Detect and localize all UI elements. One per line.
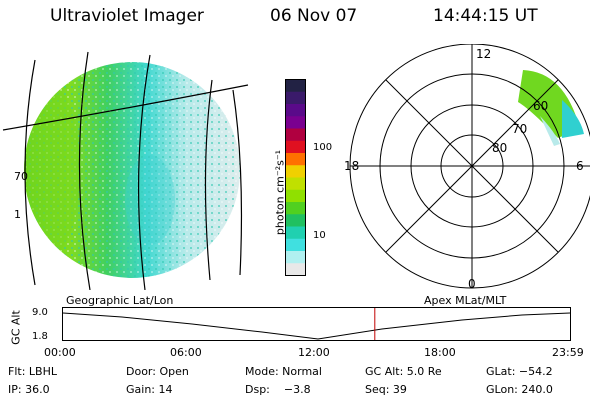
time-label: 14:44:15 UT — [433, 6, 538, 26]
lat-label-80: 80 — [492, 141, 507, 155]
colorbar-cell — [285, 165, 306, 178]
colorbar-cell — [285, 153, 306, 166]
colorbar-cell — [285, 91, 306, 105]
status-mode: Mode: Normal — [245, 365, 322, 378]
timeline-ytick-1.8: 1.8 — [32, 331, 48, 342]
geographic-label: Geographic Lat/Lon — [66, 294, 174, 307]
geographic-image: 70 1 — [2, 51, 249, 290]
colorbar-cell — [285, 263, 306, 276]
timeline-xtick-1800: 18:00 — [424, 346, 456, 359]
timeline-ytick-9: 9.0 — [32, 307, 48, 318]
status-filter: Flt: LBHL — [8, 365, 57, 378]
colorbar-cell — [285, 79, 306, 93]
mlt-label-18: 18 — [344, 159, 359, 173]
altitude-timeline[interactable] — [62, 307, 572, 343]
status-glat: GLat: −54.2 — [486, 365, 553, 378]
colorbar-unit-label: photon cm⁻²s⁻¹ — [273, 149, 287, 236]
timeline-axis-title: GC Alt — [9, 310, 23, 345]
timeline-xtick-2359: 23:59 — [552, 346, 584, 359]
edge-lon-label: 1 — [14, 208, 21, 221]
status-dsp: Dsp: −3.8 — [245, 383, 311, 396]
colorbar-cell — [285, 202, 306, 215]
geographic-grid — [2, 51, 249, 290]
lat-label-60: 60 — [533, 99, 548, 113]
colorbar-tick-10: 10 — [313, 230, 326, 241]
colorbar-cell — [285, 177, 306, 191]
status-gain: Gain: 14 — [126, 383, 173, 396]
colorbar-cell — [285, 251, 306, 264]
altitude-curve — [62, 312, 571, 340]
timeline-xtick-0000: 00:00 — [44, 346, 76, 359]
instrument-title: Ultraviolet Imager — [50, 6, 204, 26]
colorbar-cell — [285, 128, 306, 142]
aurora-disk — [24, 62, 240, 278]
status-ip: IP: 36.0 — [8, 383, 50, 396]
edge-lat-label: 70 — [14, 170, 28, 183]
timeline-xtick-1200: 12:00 — [298, 346, 330, 359]
colorbar-tick-100: 100 — [313, 142, 333, 153]
polar-plot: 12 18 6 0 60 70 80 — [344, 44, 590, 291]
mlt-label-12: 12 — [476, 47, 491, 61]
colorbar — [285, 79, 306, 276]
colorbar-cell — [285, 104, 306, 117]
mlt-label-6: 6 — [576, 159, 584, 173]
status-gc-alt: GC Alt: 5.0 Re — [365, 365, 442, 378]
colorbar-cell — [285, 226, 306, 240]
date-label: 06 Nov 07 — [270, 6, 358, 26]
colorbar-cell — [285, 214, 306, 227]
lat-label-70: 70 — [512, 122, 527, 136]
colorbar-cell — [285, 189, 306, 203]
status-door: Door: Open — [126, 365, 189, 378]
polar-grid — [349, 44, 590, 289]
colorbar-cell — [285, 116, 306, 129]
mlt-label-0: 0 — [468, 277, 476, 291]
timeline-xtick-0600: 06:00 — [170, 346, 202, 359]
colorbar-cell — [285, 140, 306, 154]
colorbar-cell — [285, 238, 306, 252]
status-seq: Seq: 39 — [365, 383, 407, 396]
status-glon: GLon: 240.0 — [486, 383, 553, 396]
apex-label: Apex MLat/MLT — [424, 294, 507, 307]
